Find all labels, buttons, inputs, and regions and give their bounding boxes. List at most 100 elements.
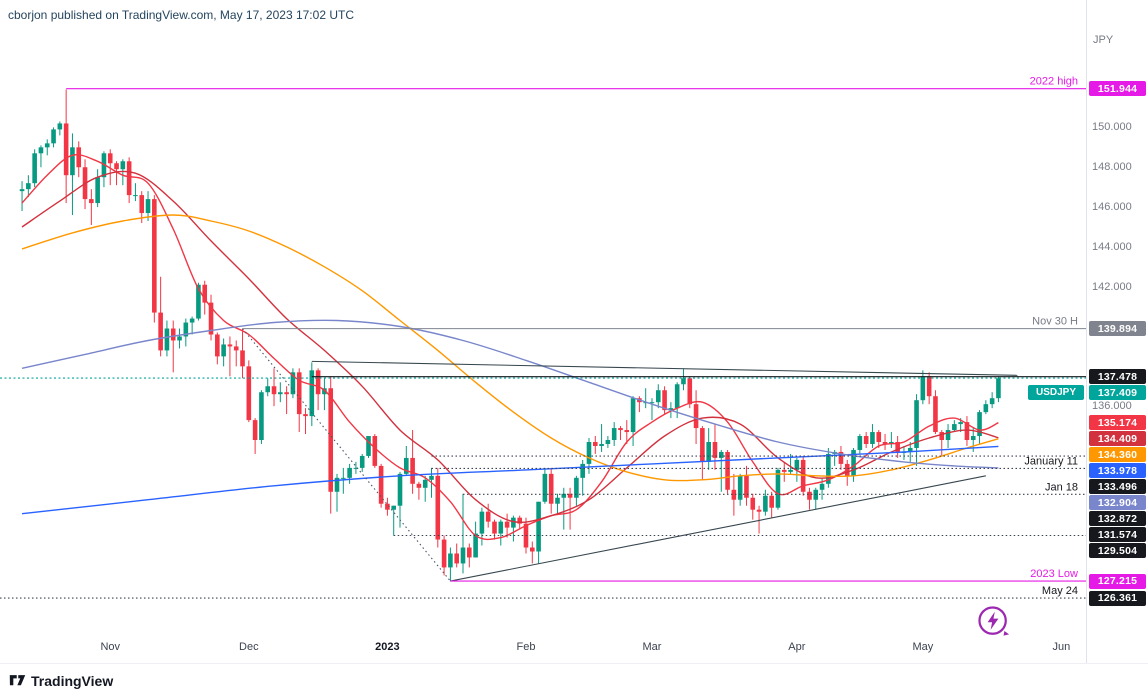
- candle-body: [750, 497, 756, 510]
- candle-body: [139, 195, 145, 214]
- candle-body: [391, 505, 397, 510]
- candle-body: [517, 517, 522, 524]
- candle-body: [429, 475, 434, 480]
- level-label: 2023 Low: [1030, 568, 1078, 580]
- candle-body: [221, 344, 226, 357]
- candle-body: [227, 344, 233, 347]
- candle-body: [196, 284, 201, 319]
- candle-body: [397, 473, 403, 506]
- candlestick-chart[interactable]: 2022 high Nov 30 H January 11 Jan 18 2023 Lo…: [0, 0, 1086, 663]
- candle-body: [819, 483, 825, 490]
- level-label: January 11: [1024, 455, 1078, 467]
- candle-body: [252, 420, 258, 441]
- candle-body: [731, 489, 737, 500]
- candle-body: [76, 147, 82, 168]
- candle-body: [983, 404, 989, 413]
- candle-body: [933, 396, 938, 433]
- candle-body: [38, 147, 44, 154]
- candle-body: [19, 189, 25, 192]
- footer-bar: TradingView: [0, 663, 1148, 697]
- level-label: Nov 30 H: [1032, 316, 1078, 328]
- candle-body: [788, 469, 793, 472]
- candle-body: [202, 284, 208, 303]
- candle-body: [466, 547, 472, 558]
- candle-body: [725, 451, 730, 490]
- candle-body: [718, 451, 724, 458]
- level-label: 2022 high: [1030, 76, 1078, 88]
- candle-body: [57, 123, 63, 130]
- candle-body: [240, 350, 245, 367]
- candle-body: [353, 467, 359, 469]
- candle-body: [441, 539, 447, 568]
- candle-body: [756, 509, 762, 512]
- candle-body: [542, 473, 548, 502]
- candle-body: [737, 475, 743, 500]
- axis-price-badge: 134.409: [1089, 431, 1146, 447]
- candle-body: [215, 334, 220, 357]
- trendline: [311, 360, 1018, 376]
- candle-body: [498, 521, 504, 534]
- candle-body: [315, 370, 321, 395]
- symbol-price-tag: USDJPY: [1028, 385, 1084, 401]
- level-label: May 24: [1042, 585, 1078, 597]
- candle-body: [851, 449, 856, 476]
- candle-body: [592, 442, 598, 446]
- candle-body: [89, 199, 94, 204]
- candle-body: [548, 473, 554, 504]
- candle-body: [870, 432, 875, 444]
- candle-body: [473, 533, 478, 558]
- candle-body: [681, 378, 686, 385]
- candle-body: [422, 479, 428, 488]
- candle-body: [586, 442, 592, 464]
- axis-price-badge: 134.360: [1089, 447, 1146, 463]
- candle-body: [183, 322, 189, 337]
- candle-body: [177, 336, 182, 341]
- tradingview-logo-text: TradingView: [31, 672, 114, 689]
- ma-blue-line: [21, 445, 999, 515]
- candle-body: [479, 511, 485, 534]
- axis-price-badge: 151.944: [1089, 81, 1146, 97]
- axis-price-badge: 126.361: [1089, 590, 1146, 606]
- candle-body: [662, 390, 667, 411]
- candle-body: [334, 477, 340, 492]
- candle-body: [599, 443, 604, 446]
- candle-body: [763, 495, 768, 512]
- candle-body: [448, 553, 453, 568]
- candle-body: [460, 547, 466, 564]
- candle-body: [618, 428, 623, 431]
- candle-body: [164, 328, 170, 351]
- candle-body: [939, 432, 945, 441]
- candle-body: [359, 455, 365, 468]
- tradingview-logo[interactable]: TradingView: [9, 672, 113, 689]
- axis-tick-label: 148.000: [1092, 161, 1132, 174]
- candle-body: [970, 436, 976, 441]
- candle-body: [101, 153, 107, 178]
- axis-price-badge: 132.872: [1089, 511, 1146, 527]
- candle-body: [303, 414, 308, 417]
- flash-reaction-icon[interactable]: [976, 604, 1012, 640]
- candle-body: [769, 495, 774, 508]
- candle-body: [611, 428, 617, 441]
- candle-body: [926, 376, 932, 397]
- axis-price-badge: 133.496: [1089, 479, 1146, 495]
- candle-body: [271, 386, 277, 395]
- axis-price-badge: 127.215: [1089, 573, 1146, 589]
- candle-body: [536, 501, 541, 552]
- candle-body: [920, 376, 926, 401]
- axis-price-badge: 133.978: [1089, 463, 1146, 479]
- candle-body: [687, 378, 693, 405]
- candle-body: [410, 457, 415, 484]
- candle-body: [989, 398, 995, 405]
- candle-body: [964, 422, 970, 441]
- axis-tick-label: 136.000: [1092, 400, 1132, 413]
- candle-body: [674, 384, 680, 409]
- candle-body: [120, 161, 126, 170]
- axis-tick-label: 146.000: [1092, 201, 1132, 214]
- candle-body: [246, 366, 252, 421]
- price-axis[interactable]: JPY 150.000 148.000 146.000 144.000 142.000 1…: [1086, 0, 1148, 663]
- candle-body: [44, 143, 50, 148]
- candle-body: [385, 503, 390, 510]
- tradingview-logo-icon: [9, 675, 26, 686]
- candle-body: [863, 436, 869, 444]
